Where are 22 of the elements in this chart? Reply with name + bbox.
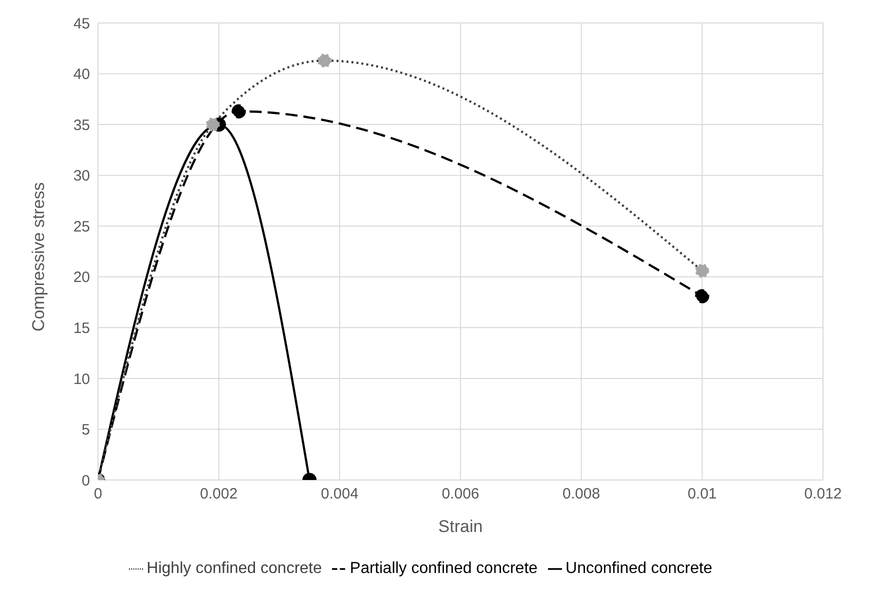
y-tick-label: 35 [73, 116, 90, 134]
y-tick-label: 40 [73, 66, 90, 84]
x-tick-label: 0.006 [442, 486, 480, 503]
legend-label: Unconfined concrete [566, 560, 712, 577]
x-tick-label: 0.002 [200, 486, 238, 503]
x-tick-label: 0.01 [688, 486, 717, 503]
y-tick-label: 5 [82, 422, 90, 439]
x-tick-label: 0 [94, 486, 102, 503]
y-tick-label: 10 [73, 370, 90, 388]
x-tick-label: 0.004 [320, 486, 358, 503]
x-tick-label: 0.008 [562, 486, 600, 503]
y-axis-title: Compressive stress [29, 182, 48, 332]
legend-label: Partially confined concrete [350, 560, 538, 577]
x-axis-title: Strain [438, 517, 483, 536]
y-tick-label: 15 [73, 320, 90, 337]
x-tick-label: 0.012 [804, 486, 842, 503]
y-tick-label: 25 [73, 218, 90, 236]
y-tick-label: 45 [73, 15, 90, 32]
y-tick-label: 30 [73, 168, 90, 185]
y-tick-label: 0 [82, 472, 90, 490]
legend-label: Highly confined concrete [146, 560, 322, 577]
y-tick-label: 20 [73, 269, 90, 286]
